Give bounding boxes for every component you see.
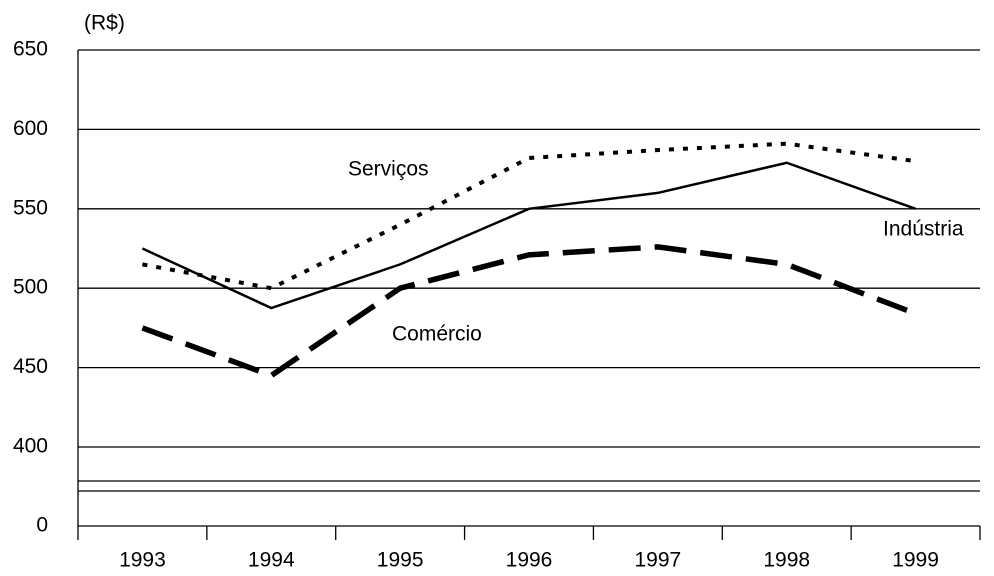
x-tick-label: 1998: [763, 549, 810, 572]
y-tick-label: 650: [13, 38, 48, 61]
series-line: [141, 161, 916, 310]
y-tick-label: 0: [36, 514, 48, 537]
x-tick-label: 1997: [634, 549, 681, 572]
series-label: Serviços: [348, 158, 429, 181]
y-tick-label: 450: [13, 355, 48, 378]
y-axis-label: (R$): [84, 12, 125, 35]
y-tick-label: 400: [13, 435, 48, 458]
x-tick-label: 1999: [892, 549, 939, 572]
series-label: Comércio: [392, 323, 482, 346]
x-tick-label: 1994: [248, 549, 295, 572]
x-tick-label: 1995: [377, 549, 424, 572]
y-tick-label: 600: [13, 117, 48, 140]
series-line: [141, 244, 917, 379]
x-tick-label: 1993: [119, 549, 166, 572]
series-label: Indústria: [883, 218, 964, 241]
y-tick-label: 500: [13, 276, 48, 299]
y-tick-label: 550: [13, 196, 48, 219]
x-tick-label: 1996: [506, 549, 553, 572]
